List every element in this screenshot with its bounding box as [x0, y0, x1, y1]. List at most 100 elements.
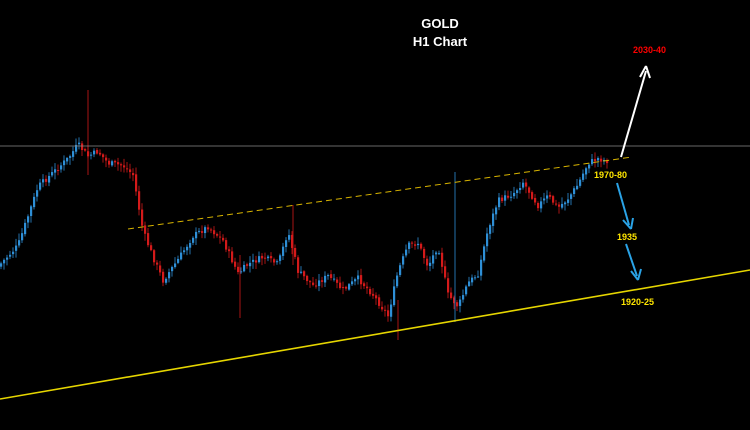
- candle-body: [144, 225, 147, 234]
- candle-body: [45, 178, 48, 182]
- candle-body: [336, 279, 339, 283]
- candle-body: [6, 257, 9, 260]
- candle-body: [597, 158, 600, 161]
- candle-body: [375, 295, 378, 299]
- candle-body: [156, 262, 159, 265]
- candle-body: [354, 279, 357, 282]
- candle-body: [15, 245, 18, 251]
- candle-body: [165, 278, 168, 283]
- candle-body: [21, 233, 24, 241]
- candle-body: [357, 275, 360, 280]
- candle-body: [120, 164, 123, 166]
- candle-body: [183, 250, 186, 253]
- candle-body: [486, 233, 489, 247]
- candle-body: [573, 188, 576, 194]
- candle-body: [36, 190, 39, 197]
- candle-body: [450, 292, 453, 299]
- candle-body: [222, 237, 225, 241]
- arrow-up: [620, 65, 651, 158]
- candle-body: [462, 295, 465, 300]
- candle-body: [117, 162, 120, 165]
- candle-body: [510, 196, 513, 198]
- candle-body: [306, 275, 309, 282]
- candle-body: [30, 206, 33, 217]
- candle-body: [153, 250, 156, 263]
- candle-body: [78, 142, 81, 145]
- candle-body: [162, 271, 165, 283]
- candle-body: [240, 271, 243, 273]
- candle-body: [108, 160, 111, 165]
- candle-body: [381, 306, 384, 310]
- candle-body: [600, 158, 603, 162]
- candle-body: [174, 263, 177, 268]
- candle-body: [588, 164, 591, 169]
- candle-body: [363, 283, 366, 287]
- candle-body: [138, 191, 141, 210]
- candle-body: [360, 275, 363, 285]
- candle-body: [435, 252, 438, 255]
- candle-body: [66, 157, 69, 162]
- candle-body: [504, 195, 507, 201]
- candle-body: [219, 236, 222, 238]
- candle-body: [459, 299, 462, 306]
- candle-body: [321, 280, 324, 282]
- candle-body: [525, 182, 528, 187]
- candle-body: [48, 175, 51, 183]
- candle-body: [369, 288, 372, 295]
- candle-body: [57, 170, 60, 172]
- candle-body: [192, 237, 195, 243]
- candle-body: [126, 168, 129, 170]
- candle-body: [294, 247, 297, 257]
- candle-body: [528, 187, 531, 193]
- candle-body: [570, 194, 573, 199]
- candle-body: [99, 152, 102, 155]
- candle-body: [333, 278, 336, 280]
- candle-body: [150, 245, 153, 251]
- candle-body: [399, 265, 402, 276]
- candle-body: [549, 194, 552, 197]
- candle-body: [249, 262, 252, 267]
- candle-body: [339, 282, 342, 289]
- candle-body: [186, 246, 189, 251]
- support-trendline: [0, 269, 750, 400]
- candle-body: [480, 259, 483, 276]
- arrow-down-2: [625, 243, 642, 281]
- candle-body: [69, 156, 72, 158]
- candle-body: [123, 165, 126, 168]
- candle-body: [168, 272, 171, 279]
- candle-body: [198, 230, 201, 232]
- candle-body: [84, 149, 87, 151]
- candle-body: [207, 227, 210, 230]
- candle-body: [456, 302, 459, 307]
- candle-body: [39, 182, 42, 190]
- candle-body: [195, 231, 198, 239]
- candle-body: [228, 249, 231, 252]
- candle-body: [252, 259, 255, 262]
- candle-body: [453, 297, 456, 304]
- candle-body: [558, 204, 561, 207]
- candle-body: [81, 143, 84, 151]
- candle-body: [96, 149, 99, 154]
- candle-body: [309, 281, 312, 283]
- candle-body: [537, 203, 540, 209]
- candle-body: [225, 240, 228, 250]
- candle-body: [159, 265, 162, 273]
- candle-body: [405, 249, 408, 256]
- candle-body: [564, 202, 567, 205]
- candle-body: [330, 274, 333, 279]
- candle-body: [279, 255, 282, 261]
- candle-body: [540, 201, 543, 209]
- candle-body: [288, 235, 291, 240]
- candle-body: [411, 242, 414, 244]
- candle-body: [429, 262, 432, 266]
- candle-body: [171, 266, 174, 272]
- candle-body: [432, 255, 435, 264]
- candle-body: [276, 261, 279, 263]
- candle-body: [393, 286, 396, 306]
- candle-body: [285, 240, 288, 247]
- candle-body: [534, 197, 537, 203]
- candle-body: [60, 165, 63, 170]
- candle-body: [594, 159, 597, 162]
- candle-body: [300, 271, 303, 273]
- candle-body: [111, 161, 114, 166]
